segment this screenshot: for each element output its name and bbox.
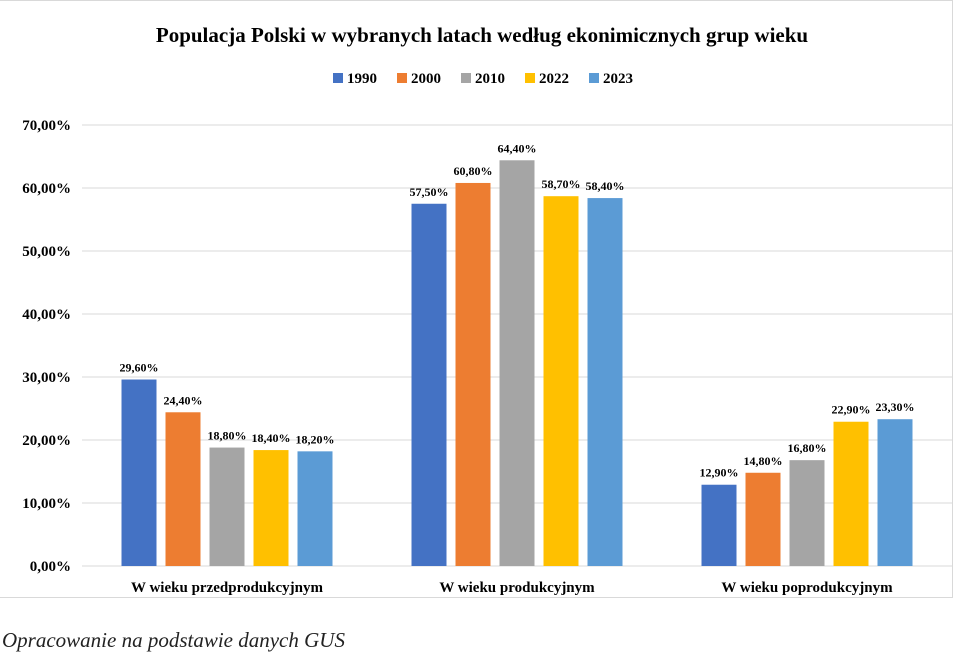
legend-label-2023: 2023 — [603, 71, 633, 87]
legend-swatch-2022 — [525, 73, 535, 83]
category-label: W wieku przedprodukcyjnym — [131, 580, 323, 596]
bar-2022-3 — [833, 421, 869, 566]
y-tick-label: 20,00% — [22, 433, 71, 449]
data-label: 58,40% — [586, 179, 625, 193]
data-label: 64,40% — [498, 141, 537, 155]
legend-swatch-2023 — [589, 73, 599, 83]
x-axis: W wieku przedprodukcyjnym W wieku produkc… — [131, 580, 893, 596]
bar-2000-1 — [165, 412, 201, 566]
legend-swatch-2000 — [397, 73, 407, 83]
bar-1990-3 — [701, 484, 737, 566]
bar-1990-1 — [121, 379, 157, 566]
chart-frame: Populacja Polski w wybranych latach wedł… — [0, 0, 953, 598]
y-tick-label: 70,00% — [22, 118, 71, 134]
y-tick-label: 10,00% — [22, 496, 71, 512]
bar-2023-2 — [587, 198, 623, 566]
legend-label-2022: 2022 — [539, 71, 569, 87]
data-label: 18,20% — [296, 432, 335, 446]
legend-swatch-1990 — [333, 73, 343, 83]
bar-chart: Populacja Polski w wybranych latach wedł… — [22, 23, 952, 596]
bar-2010-2 — [499, 160, 535, 566]
legend-label-2000: 2000 — [411, 71, 441, 87]
y-axis: 0,00% 10,00% 20,00% 30,00% 40,00% 50,00% 60,00… — [22, 118, 71, 575]
bar-2023-1 — [297, 451, 333, 566]
source-note: Opracowanie na podstawie danych GUS — [2, 628, 345, 652]
bar-2000-3 — [745, 472, 781, 566]
bars — [121, 160, 913, 566]
data-label: 16,80% — [788, 441, 827, 455]
data-label: 57,50% — [410, 185, 449, 199]
bar-2010-3 — [789, 460, 825, 566]
data-label: 23,30% — [876, 400, 915, 414]
category-label: W wieku poprodukcyjnym — [721, 580, 893, 596]
bar-2022-2 — [543, 196, 579, 566]
y-tick-label: 0,00% — [30, 559, 71, 575]
bar-2010-1 — [209, 447, 245, 566]
chart-title: Populacja Polski w wybranych latach wedł… — [156, 23, 809, 47]
legend-swatch-2010 — [461, 73, 471, 83]
data-label: 14,80% — [744, 454, 783, 468]
data-label: 60,80% — [454, 164, 493, 178]
data-label: 18,80% — [208, 429, 247, 443]
y-tick-label: 50,00% — [22, 244, 71, 260]
bar-2000-2 — [455, 182, 491, 566]
data-label: 58,70% — [542, 177, 581, 191]
y-tick-label: 30,00% — [22, 370, 71, 386]
legend-label-1990: 1990 — [347, 71, 377, 87]
bar-2022-1 — [253, 450, 289, 566]
category-label: W wieku produkcyjnym — [439, 580, 595, 596]
bar-1990-2 — [411, 203, 447, 566]
legend-label-2010: 2010 — [475, 71, 505, 87]
y-tick-label: 60,00% — [22, 181, 71, 197]
data-label: 24,40% — [164, 393, 203, 407]
data-label: 22,90% — [832, 403, 871, 417]
data-label: 18,40% — [252, 431, 291, 445]
data-labels: 29,60% 24,40% 18,80% 18,40% 18,20% 57,50% 60,8… — [120, 141, 915, 479]
data-label: 29,60% — [120, 361, 159, 375]
data-label: 12,90% — [700, 466, 739, 480]
y-tick-label: 40,00% — [22, 307, 71, 323]
bar-2023-3 — [877, 419, 913, 566]
legend: 1990 2000 2010 2022 2023 — [333, 71, 633, 87]
